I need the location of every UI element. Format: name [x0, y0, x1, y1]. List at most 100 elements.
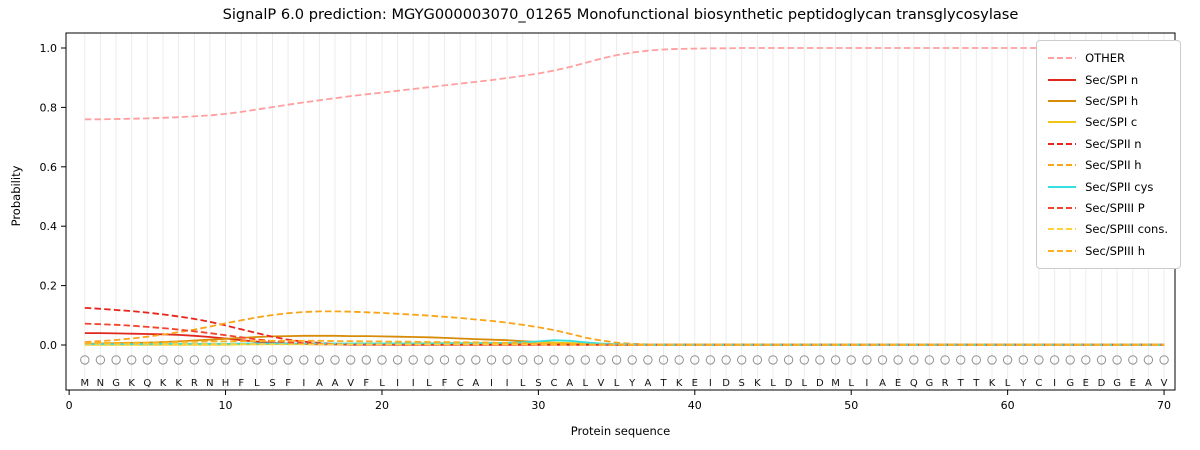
residue-marker — [643, 355, 653, 365]
legend-line-sample — [1048, 164, 1077, 167]
residue-letter: Q — [143, 378, 151, 389]
legend-label: Sec/SPII cys — [1085, 179, 1154, 194]
residue-marker — [768, 355, 778, 365]
residue-letter: C — [551, 378, 558, 389]
residue-letter: T — [972, 378, 980, 389]
residue-marker — [1096, 355, 1107, 365]
residue-marker — [111, 355, 121, 365]
residue-marker — [893, 355, 903, 365]
residue-letter: T — [957, 378, 965, 389]
x-tick-label: 40 — [688, 399, 702, 412]
residue-letter: F — [285, 378, 291, 389]
series-line-sec-spii-h — [84, 310, 1165, 346]
x-tick-label: 70 — [1157, 399, 1171, 412]
legend-label: Sec/SPI h — [1085, 93, 1139, 108]
legend-item: Sec/SPI h — [1047, 91, 1168, 111]
residue-marker — [877, 355, 888, 365]
residue-marker — [127, 355, 137, 365]
residue-marker — [80, 355, 90, 365]
residue-marker — [627, 355, 637, 365]
residue-marker — [846, 355, 856, 365]
y-tick-label: 0.6 — [40, 161, 58, 174]
residue-marker — [565, 355, 575, 365]
residue-marker — [361, 355, 371, 365]
residue-marker — [549, 355, 559, 365]
x-tick-label: 60 — [1001, 399, 1015, 412]
y-tick-label: 0.2 — [40, 280, 58, 293]
residue-letter: K — [676, 378, 683, 389]
residue-letter: C — [457, 378, 464, 389]
residue-letter: A — [644, 378, 651, 389]
residue-marker — [737, 355, 747, 365]
residue-letter: L — [614, 378, 620, 389]
residue-marker — [299, 355, 309, 365]
residue-marker — [799, 355, 809, 365]
series-line-other — [84, 47, 1165, 121]
y-tick-label: 0.4 — [40, 220, 58, 233]
residue-letter: D — [1098, 378, 1106, 389]
residue-marker — [783, 355, 794, 365]
legend-item: Sec/SPIII h — [1047, 241, 1168, 261]
legend-item: Sec/SPIII cons. — [1047, 219, 1168, 239]
residue-letter: D — [722, 378, 730, 389]
residue-letter: M — [831, 378, 840, 389]
legend-item: Sec/SPII h — [1047, 155, 1168, 175]
x-axis-label: Protein sequence — [570, 424, 671, 438]
residue-letter: K — [754, 378, 761, 389]
x-tick-label: 20 — [375, 399, 389, 412]
residue-letter: V — [1161, 378, 1168, 389]
residue-letter: I — [865, 378, 868, 389]
residue-marker — [1049, 355, 1060, 365]
residue-marker — [236, 355, 246, 365]
residue-letter: H — [222, 378, 230, 389]
residue-marker — [1081, 355, 1091, 365]
residue-marker — [189, 355, 200, 365]
residue-letter: I — [302, 378, 305, 389]
y-tick-label: 0.0 — [40, 339, 58, 352]
residue-letter: L — [770, 378, 776, 389]
residue-letter: R — [942, 378, 949, 389]
residue-letter: K — [989, 378, 996, 389]
residue-letter: I — [1053, 378, 1056, 389]
residue-marker — [424, 355, 434, 365]
legend-line-sample — [1048, 121, 1077, 124]
residue-marker — [596, 355, 606, 365]
legend-label: Sec/SPIII cons. — [1085, 222, 1168, 237]
residue-marker — [173, 355, 184, 365]
residue-letter: V — [347, 378, 354, 389]
residue-marker — [1034, 355, 1044, 365]
residue-marker — [580, 355, 590, 365]
residue-letter: L — [1005, 378, 1011, 389]
residue-marker — [486, 355, 497, 365]
residue-marker — [971, 355, 981, 365]
residue-marker — [392, 355, 403, 365]
residue-marker — [267, 355, 278, 365]
residue-letter: R — [191, 378, 198, 389]
residue-letter: E — [895, 378, 901, 389]
residue-letter: A — [472, 378, 479, 389]
residue-marker — [987, 355, 997, 365]
residue-marker — [408, 355, 418, 365]
residue-marker — [752, 355, 763, 365]
x-tick-label: 50 — [844, 399, 858, 412]
residue-letter: S — [535, 378, 541, 389]
residue-marker — [95, 355, 106, 365]
residue-marker — [1159, 355, 1169, 365]
residue-marker — [690, 355, 700, 365]
legend-label: Sec/SPII h — [1085, 158, 1142, 173]
residue-letter: V — [597, 378, 604, 389]
x-tick-label: 10 — [219, 399, 233, 412]
residue-marker — [862, 355, 872, 365]
legend-line-sample — [1048, 57, 1077, 60]
residue-letter: K — [128, 378, 135, 389]
residue-letter: C — [1035, 378, 1042, 389]
legend-line-sample — [1048, 78, 1077, 81]
series-line-sec-spii-n — [84, 307, 1165, 346]
residue-marker — [455, 355, 465, 365]
residue-letter: S — [269, 378, 275, 389]
residue-letter: G — [1066, 378, 1074, 389]
residue-marker — [1065, 355, 1075, 365]
legend-item: OTHER — [1047, 48, 1168, 68]
residue-letter: D — [816, 378, 824, 389]
